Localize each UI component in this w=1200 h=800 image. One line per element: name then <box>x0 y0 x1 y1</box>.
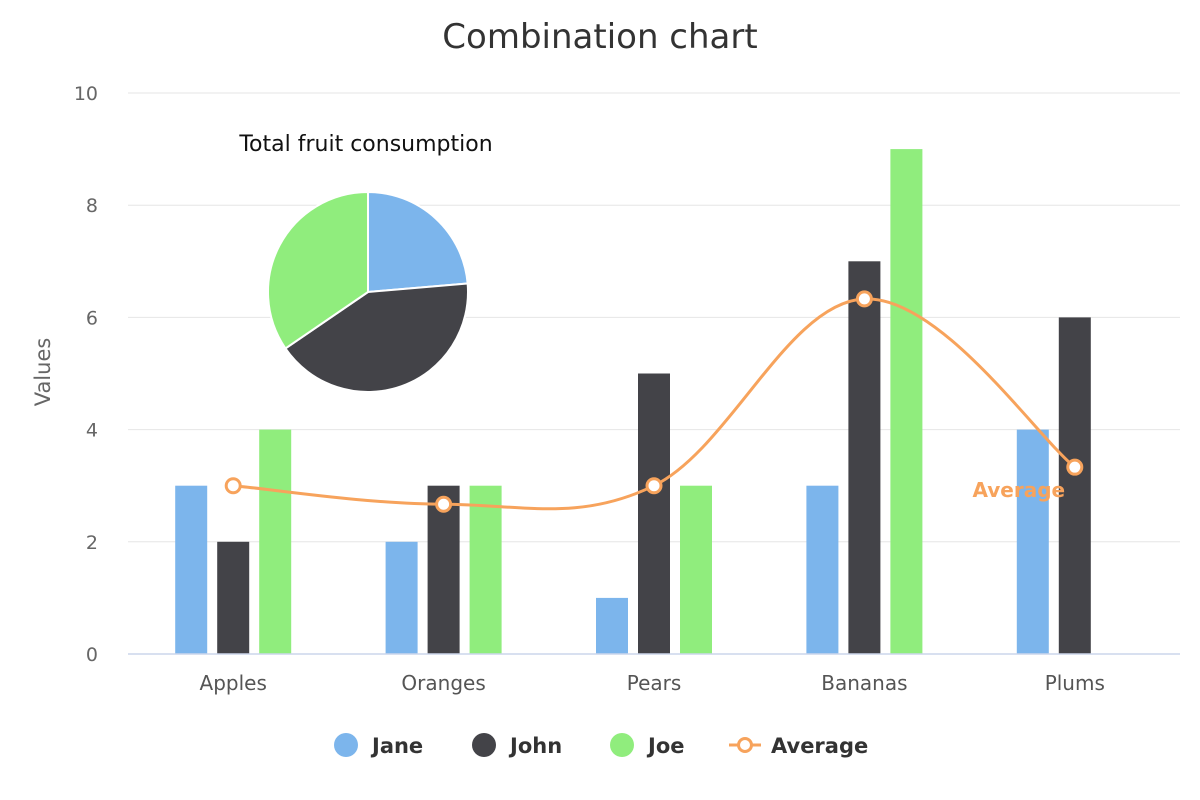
bar-joe[interactable] <box>259 429 292 654</box>
x-axis-ticks: Apples Oranges Pears Bananas Plums <box>200 671 1105 695</box>
bar-jane[interactable] <box>596 597 628 654</box>
x-tick-label: Plums <box>1045 671 1105 695</box>
pie-slice-joe[interactable] <box>267 190 369 350</box>
average-point[interactable] <box>1066 458 1084 476</box>
legend-item-jane[interactable]: Jane <box>334 733 423 758</box>
legend-symbol <box>472 733 496 757</box>
y-axis-label: Values <box>31 338 55 407</box>
bar-joe[interactable] <box>680 485 712 654</box>
average-spline-series <box>224 290 1084 513</box>
legend-item-joe[interactable]: Joe <box>610 733 684 758</box>
bar-john[interactable] <box>1058 317 1091 654</box>
legend-label: Average <box>771 734 868 758</box>
chart-title: Combination chart <box>442 17 757 57</box>
legend-symbol <box>334 733 358 757</box>
bar-john[interactable] <box>848 261 881 654</box>
bar-jane[interactable] <box>1016 429 1049 654</box>
average-line <box>233 297 1076 511</box>
legend-label: Joe <box>646 734 684 758</box>
legend-symbol-marker <box>737 737 753 753</box>
legend-item-john[interactable]: John <box>472 733 562 758</box>
y-tick-label: 2 <box>86 532 98 554</box>
x-tick-label: Apples <box>200 671 267 695</box>
pie-title: Total fruit consumption <box>238 132 492 157</box>
y-tick-label: 0 <box>86 644 98 666</box>
bar-jane[interactable] <box>175 485 208 654</box>
x-tick-label: Bananas <box>821 671 907 695</box>
legend-item-average[interactable]: Average <box>729 734 868 758</box>
bar-john[interactable] <box>427 485 460 654</box>
y-tick-label: 4 <box>86 420 98 442</box>
bar-jane[interactable] <box>385 541 418 654</box>
average-annotation: Average <box>972 478 1065 502</box>
bar-joe[interactable] <box>890 149 923 654</box>
y-tick-label: 6 <box>86 307 98 329</box>
average-point[interactable] <box>224 477 242 495</box>
bar-joe[interactable] <box>469 485 502 654</box>
bar-jane[interactable] <box>806 485 839 654</box>
average-point[interactable] <box>435 495 453 513</box>
bar-john[interactable] <box>638 373 670 655</box>
legend-symbol <box>610 733 634 757</box>
y-tick-label: 8 <box>86 195 98 217</box>
y-tick-label: 10 <box>74 83 98 105</box>
x-tick-label: Oranges <box>401 671 485 695</box>
pie-chart <box>267 190 469 393</box>
x-tick-label: Pears <box>627 671 682 695</box>
legend-label: Jane <box>370 734 423 758</box>
y-axis-ticks: 0 2 4 6 8 10 <box>74 83 98 666</box>
bar-series <box>175 149 1091 654</box>
legend-label: John <box>508 734 562 758</box>
bar-john[interactable] <box>217 541 250 654</box>
legend[interactable]: Jane John Joe Average <box>334 733 868 758</box>
average-point[interactable] <box>645 477 663 495</box>
pie-slice-john[interactable] <box>284 282 469 393</box>
average-point[interactable] <box>855 290 873 308</box>
pie-slice-jane[interactable] <box>367 190 469 294</box>
